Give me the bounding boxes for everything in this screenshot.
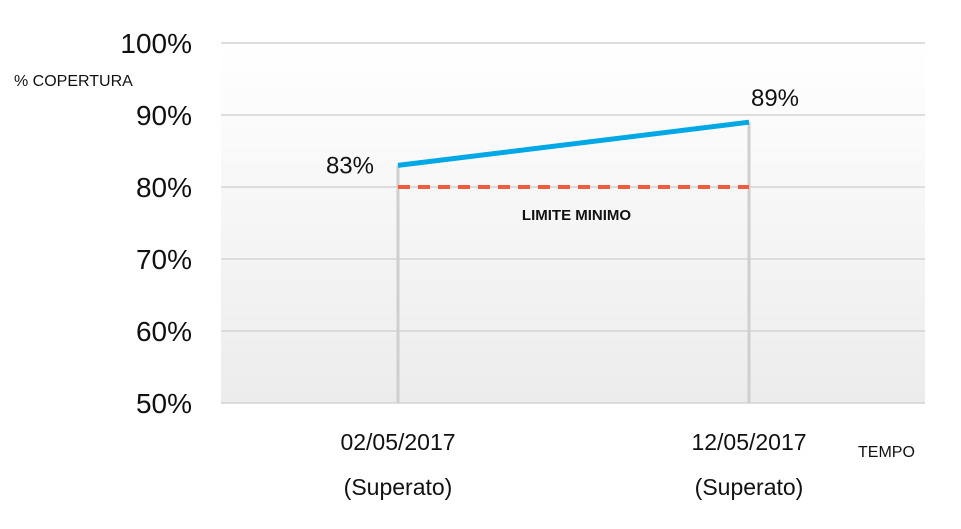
- x-category-label: 02/05/2017: [340, 429, 455, 455]
- data-label: 89%: [751, 85, 799, 112]
- y-tick-label: 90%: [136, 100, 192, 131]
- x-axis-label: TEMPO: [858, 444, 915, 461]
- y-tick-label: 80%: [136, 172, 192, 203]
- y-tick-label: 60%: [136, 316, 192, 347]
- data-label: 83%: [326, 152, 374, 179]
- y-axis-label: % COPERTURA: [14, 73, 133, 90]
- y-tick-label: 70%: [136, 244, 192, 275]
- x-category-sublabel: (Superato): [344, 474, 453, 500]
- x-tick-labels: 02/05/2017 (Superato) 12/05/2017 (Superato): [340, 429, 806, 500]
- threshold-label: LIMITE MINIMO: [522, 207, 631, 224]
- x-category-label: 12/05/2017: [691, 429, 806, 455]
- x-category-sublabel: (Superato): [695, 474, 804, 500]
- y-tick-label: 50%: [136, 388, 192, 419]
- y-tick-label: 100%: [120, 28, 192, 59]
